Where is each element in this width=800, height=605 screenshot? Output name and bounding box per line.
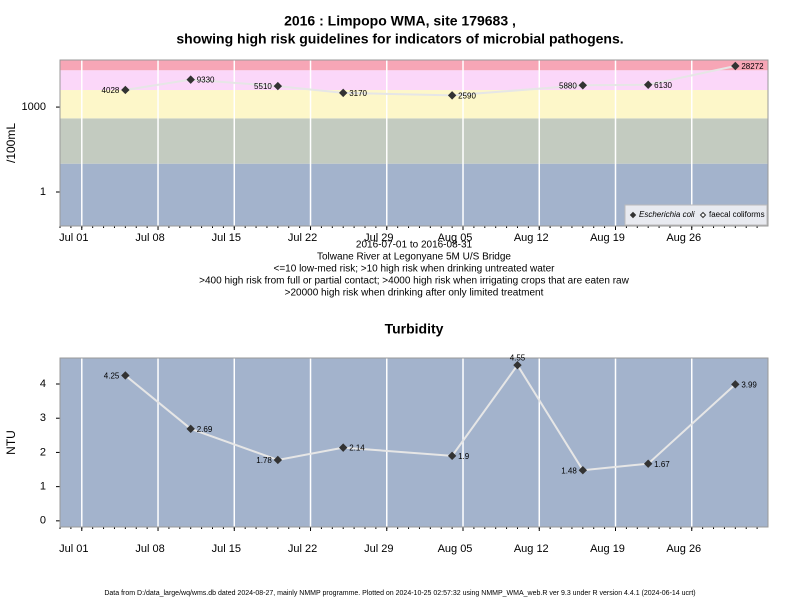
x-tick-label: Jul 01 <box>59 232 88 244</box>
x-tick-label: Jul 08 <box>135 543 164 555</box>
data-point <box>338 443 348 452</box>
x-tick-label: Aug 05 <box>438 543 473 555</box>
y-tick-label: 3 <box>40 412 46 424</box>
data-point <box>273 455 283 465</box>
data-label: 4.25 <box>104 372 120 381</box>
legend-label: faecal coliforms <box>709 210 765 219</box>
data-point <box>643 459 653 468</box>
risk-band <box>60 60 768 71</box>
data-point <box>338 88 348 98</box>
data-point <box>186 75 195 84</box>
y-axis-label: NTU <box>4 430 18 455</box>
x-tick-label: Aug 19 <box>590 543 625 555</box>
x-tick-label: Aug 19 <box>590 232 625 244</box>
y-tick-label: 0 <box>40 515 46 527</box>
y-tick-label: 4 <box>40 378 46 390</box>
x-tick-label: Aug 05 <box>438 232 473 244</box>
x-tick-label: Aug 26 <box>666 232 701 244</box>
data-label: 3.99 <box>741 380 757 389</box>
data-label: 28272 <box>741 62 764 71</box>
y-tick-label: 1000 <box>22 101 46 113</box>
plot-frame <box>59 357 769 528</box>
data-label: 2.14 <box>349 444 365 453</box>
data-label: 9330 <box>197 76 215 85</box>
data-point <box>578 466 588 475</box>
data-label: 3170 <box>349 89 367 98</box>
series-line <box>125 65 736 97</box>
subtitle: 2016-07-01 to 2016-08-31 <box>356 240 473 251</box>
data-point <box>186 424 195 434</box>
legend-box <box>624 204 768 226</box>
data-point <box>578 81 588 90</box>
data-label: 1.48 <box>561 466 577 475</box>
x-tick-label: Aug 12 <box>514 232 549 244</box>
data-label: 6130 <box>654 81 672 90</box>
data-point <box>447 91 457 100</box>
x-tick-label: Jul 01 <box>59 543 88 555</box>
data-label: 4028 <box>102 86 120 95</box>
footer: Data from D:/data_large/wq/wms.db dated … <box>104 590 695 597</box>
subtitle: >20000 high risk when drinking after onl… <box>285 288 544 299</box>
data-point <box>643 80 653 89</box>
data-label: 2.69 <box>197 425 213 434</box>
y-tick-label: 1 <box>40 186 46 198</box>
x-tick-label: Jul 29 <box>364 232 393 244</box>
data-label: 4.55 <box>510 353 526 362</box>
data-point <box>273 81 283 91</box>
legend-label: Escherichia coli <box>639 210 695 219</box>
subtitle: >400 high risk from full or partial cont… <box>199 276 629 287</box>
y-tick-label: 2 <box>40 446 46 458</box>
data-label: 5510 <box>254 82 272 91</box>
x-tick-label: Jul 15 <box>212 543 241 555</box>
x-tick-label: Jul 22 <box>288 232 317 244</box>
legend-marker <box>699 211 707 219</box>
data-point <box>121 85 130 95</box>
y-axis-label: /100mL <box>4 123 18 163</box>
x-tick-label: Jul 29 <box>364 543 393 555</box>
x-tick-label: Jul 08 <box>135 232 164 244</box>
x-tick-label: Aug 26 <box>666 543 701 555</box>
y-tick-label: 1 <box>40 481 46 493</box>
data-label: 1.9 <box>458 452 470 461</box>
subtitle: <=10 low-med risk; >10 high risk when dr… <box>274 264 556 275</box>
chart-title: 2016 : Limpopo WMA, site 179683 , <box>284 13 516 29</box>
plot-background <box>60 358 768 527</box>
plot-frame <box>59 59 769 227</box>
chart-title: showing high risk guidelines for indicat… <box>176 31 623 47</box>
risk-band <box>60 118 768 164</box>
data-point <box>731 61 740 71</box>
x-tick-label: Jul 22 <box>288 543 317 555</box>
legend-marker <box>629 211 637 219</box>
data-point <box>121 371 130 380</box>
data-label: 1.78 <box>256 456 272 465</box>
data-label: 2590 <box>458 91 476 100</box>
data-point <box>447 451 457 461</box>
x-tick-label: Aug 12 <box>514 543 549 555</box>
x-tick-label: Jul 15 <box>212 232 241 244</box>
data-point <box>731 380 740 389</box>
data-label: 5880 <box>559 81 577 90</box>
chart-title: Turbidity <box>385 321 444 337</box>
subtitle: Tolwane River at Legonyane 5M U/S Bridge <box>317 252 511 263</box>
data-label: 1.67 <box>654 460 670 469</box>
data-point <box>513 360 522 370</box>
